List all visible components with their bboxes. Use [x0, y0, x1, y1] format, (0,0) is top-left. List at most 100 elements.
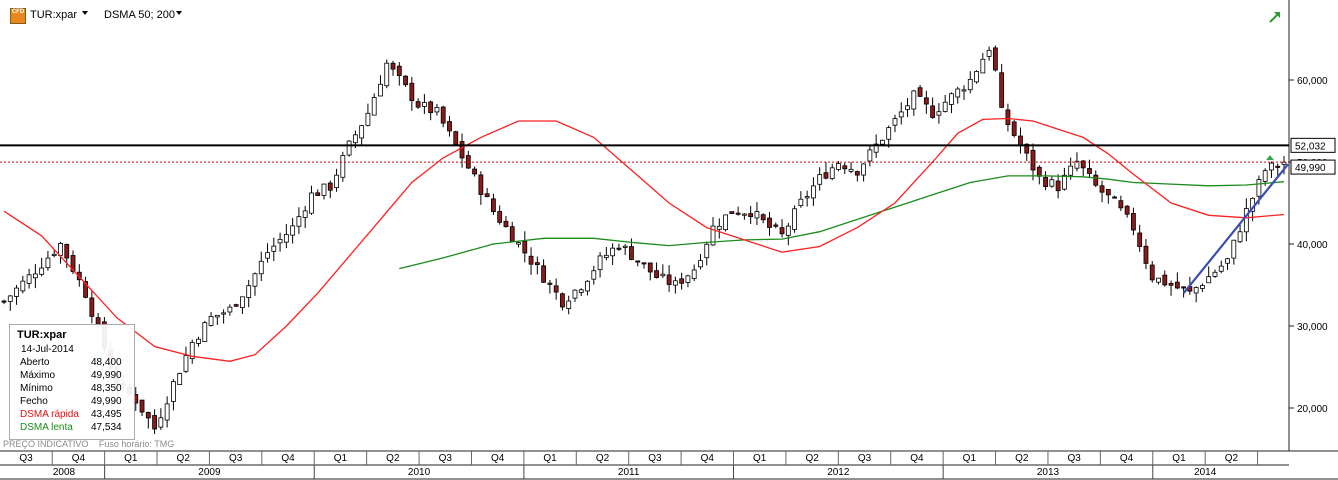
candle-body — [823, 172, 829, 179]
candle-body — [685, 275, 691, 283]
candle-body — [842, 165, 848, 170]
indicator-selector[interactable]: DSMA 50; 200 — [104, 9, 175, 21]
candle-body — [836, 163, 841, 170]
x-quarter-label: Q4 — [910, 453, 924, 464]
candle-body — [716, 225, 722, 230]
candle-body — [1024, 143, 1030, 154]
candle-body — [491, 198, 496, 213]
candle-body — [1036, 166, 1042, 177]
candle-body — [64, 244, 70, 259]
x-quarter-label: Q1 — [753, 453, 767, 464]
candle-body — [798, 198, 804, 206]
candle-body — [428, 101, 434, 114]
candle-body — [817, 174, 823, 185]
x-year-label: 2013 — [1037, 467, 1060, 478]
candle-body — [591, 270, 597, 280]
symbol-selector[interactable]: TUR:xpar — [30, 9, 78, 21]
candle-body — [1143, 245, 1149, 264]
candle-body — [754, 211, 760, 219]
candle-body — [748, 213, 754, 218]
y-tick-label: 60,000 — [1297, 76, 1328, 87]
candle-body — [390, 62, 396, 70]
candle-body — [572, 289, 578, 299]
candle-body — [1055, 180, 1061, 192]
candle-body — [1068, 165, 1074, 176]
candle-body — [741, 213, 747, 216]
candle-body — [177, 373, 183, 385]
x-quarter-label: Q2 — [386, 453, 400, 464]
x-year-label: 2010 — [408, 467, 431, 478]
info-label: DSMA rápida — [20, 409, 79, 420]
candle-body — [961, 89, 967, 92]
candle-body — [403, 75, 408, 86]
last-price-marker-icon — [1266, 155, 1274, 161]
candle-body — [1162, 274, 1168, 286]
candle-body — [283, 234, 289, 243]
info-label: Mínimo — [20, 383, 53, 394]
x-quarter-label: Q2 — [1015, 453, 1029, 464]
candle-body — [522, 241, 528, 254]
candle-body — [578, 289, 584, 293]
candle-body — [672, 280, 678, 286]
x-quarter-label: Q3 — [439, 453, 453, 464]
chevron-down-icon[interactable] — [82, 11, 88, 15]
info-value: 48,350 — [91, 383, 122, 394]
candle-body — [553, 285, 559, 293]
candle-body — [792, 208, 797, 230]
candle-body — [158, 417, 164, 428]
trend-up-arrow-icon[interactable] — [1268, 10, 1282, 24]
candle-body — [974, 71, 979, 83]
chevron-down-icon[interactable] — [176, 11, 182, 15]
candle-body — [258, 260, 264, 275]
candle-body — [923, 97, 929, 105]
resistance-label: 52,032 — [1295, 141, 1326, 152]
info-value: 48,400 — [91, 357, 122, 368]
chart-toolbar: CFD TUR:xpar DSMA 50; 200 — [0, 0, 1290, 30]
candle-body — [152, 415, 157, 430]
y-tick-label: 40,000 — [1297, 240, 1328, 251]
candle-body — [252, 273, 258, 287]
info-symbol: TUR:xpar — [17, 329, 67, 341]
info-row-high: Máximo 49,990 — [20, 370, 130, 383]
candle-body — [1043, 176, 1048, 187]
candle-body — [1231, 239, 1237, 259]
x-quarter-label: Q4 — [491, 453, 505, 464]
info-label: Fecho — [20, 396, 48, 407]
x-quarter-label: Q3 — [19, 453, 33, 464]
x-quarter-label: Q3 — [1067, 453, 1081, 464]
candle-body — [89, 297, 95, 317]
candle-body — [1218, 265, 1224, 272]
candle-body — [1225, 258, 1230, 264]
candle-body — [886, 127, 892, 140]
trendline[interactable] — [1182, 163, 1289, 294]
candle-body — [70, 255, 76, 273]
candle-body — [1168, 283, 1174, 286]
candle-body — [1200, 285, 1205, 289]
candle-body — [698, 260, 703, 268]
candle-body — [202, 322, 208, 342]
candle-body — [1269, 162, 1274, 171]
candle-body — [779, 227, 785, 235]
info-row-close: Fecho 49,990 — [20, 396, 130, 409]
x-quarter-label: Q4 — [281, 453, 295, 464]
candle-body — [660, 273, 666, 277]
candle-body — [528, 255, 534, 265]
candle-body — [1137, 232, 1143, 247]
candle-body — [1181, 286, 1187, 289]
candle-body — [980, 58, 986, 74]
candle-body — [183, 355, 189, 372]
info-label: DSMA lenta — [20, 422, 73, 433]
candle-body — [290, 225, 296, 236]
info-row-low: Mínimo 48,350 — [20, 383, 130, 396]
candle-body — [534, 262, 540, 266]
candle-body — [1131, 213, 1136, 231]
candle-body — [14, 287, 19, 297]
candle-body — [654, 270, 659, 279]
candle-body — [309, 192, 314, 214]
candle-body — [905, 105, 910, 110]
candle-body — [196, 338, 201, 344]
candle-body — [892, 118, 898, 126]
candle-body — [1080, 160, 1086, 169]
